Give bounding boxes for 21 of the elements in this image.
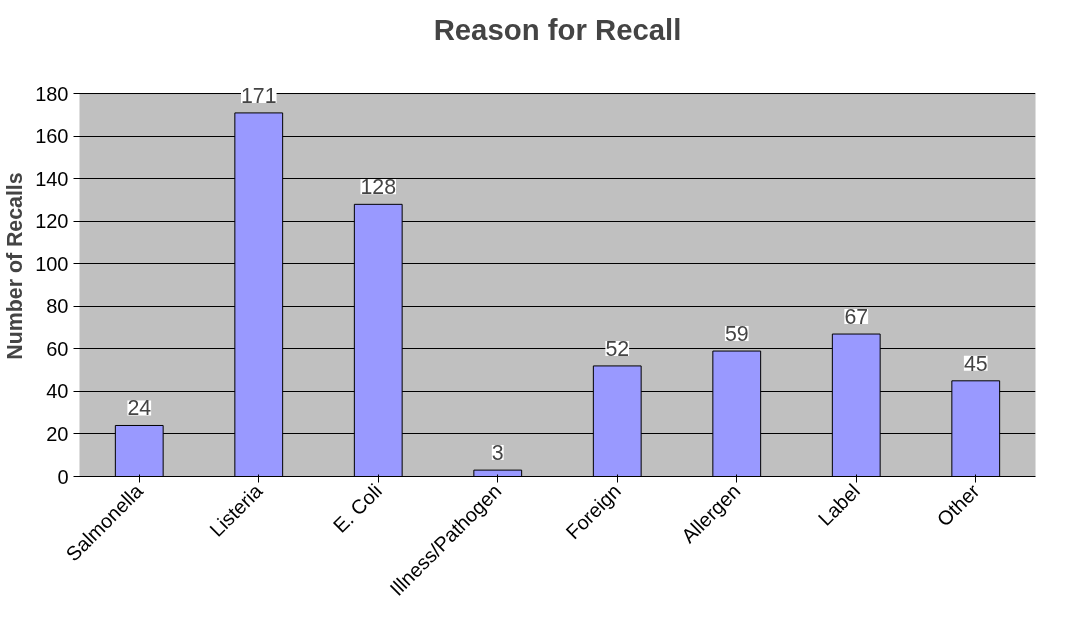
y-tick-label: 0 <box>57 465 69 488</box>
y-tick-label: 160 <box>35 125 69 148</box>
chart-title: Reason for Recall <box>433 12 682 46</box>
y-axis-title: Number of Recalls <box>3 172 28 360</box>
y-tick-label: 140 <box>35 167 69 190</box>
data-label: 3 <box>491 441 504 466</box>
y-tick-label: 40 <box>46 380 69 403</box>
data-label: 59 <box>724 322 749 347</box>
y-tick-label: 80 <box>46 295 69 318</box>
y-tick-label: 180 <box>35 82 69 105</box>
y-tick-label: 120 <box>35 210 69 233</box>
data-label: 52 <box>605 336 630 361</box>
y-tick-label: 60 <box>46 337 69 360</box>
data-label: 171 <box>240 83 277 108</box>
data-label: 128 <box>360 175 397 200</box>
x-tick-label: E. Coli <box>328 479 387 537</box>
y-tick-label: 20 <box>46 422 69 445</box>
data-label: 45 <box>963 351 988 376</box>
data-label: 67 <box>844 305 869 330</box>
data-label: 24 <box>127 396 152 421</box>
y-tick-label: 100 <box>35 252 69 275</box>
